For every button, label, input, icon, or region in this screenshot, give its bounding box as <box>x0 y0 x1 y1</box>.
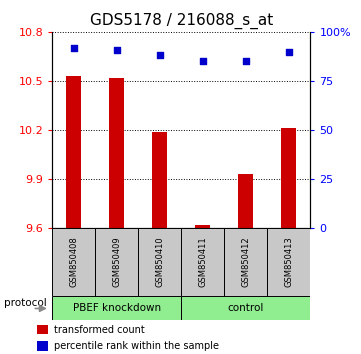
Bar <box>238 174 253 228</box>
Text: PBEF knockdown: PBEF knockdown <box>73 303 161 313</box>
Bar <box>152 132 168 228</box>
Bar <box>282 129 296 228</box>
Bar <box>52 228 95 296</box>
Bar <box>268 228 310 296</box>
Point <box>71 45 77 50</box>
Text: GSM850413: GSM850413 <box>284 236 293 287</box>
Title: GDS5178 / 216088_s_at: GDS5178 / 216088_s_at <box>90 13 273 29</box>
Bar <box>138 228 181 296</box>
Bar <box>181 228 225 296</box>
Point <box>114 47 120 52</box>
Text: transformed count: transformed count <box>54 325 144 335</box>
Point <box>243 58 249 64</box>
Bar <box>52 296 182 320</box>
Text: GSM850411: GSM850411 <box>199 236 208 287</box>
Bar <box>109 78 125 228</box>
Bar <box>225 228 268 296</box>
Text: control: control <box>228 303 264 313</box>
Bar <box>95 228 138 296</box>
Text: percentile rank within the sample: percentile rank within the sample <box>54 341 219 351</box>
Text: GSM850409: GSM850409 <box>112 236 121 287</box>
Point <box>157 53 163 58</box>
Text: GSM850410: GSM850410 <box>155 236 164 287</box>
Text: GSM850408: GSM850408 <box>69 236 78 287</box>
Bar <box>37 341 48 350</box>
Point <box>286 48 292 54</box>
Bar <box>66 76 81 228</box>
Bar <box>195 225 210 228</box>
Bar <box>181 296 310 320</box>
Text: GSM850412: GSM850412 <box>242 236 251 287</box>
Text: protocol: protocol <box>4 297 47 308</box>
Bar <box>37 325 48 335</box>
Point <box>200 58 206 64</box>
